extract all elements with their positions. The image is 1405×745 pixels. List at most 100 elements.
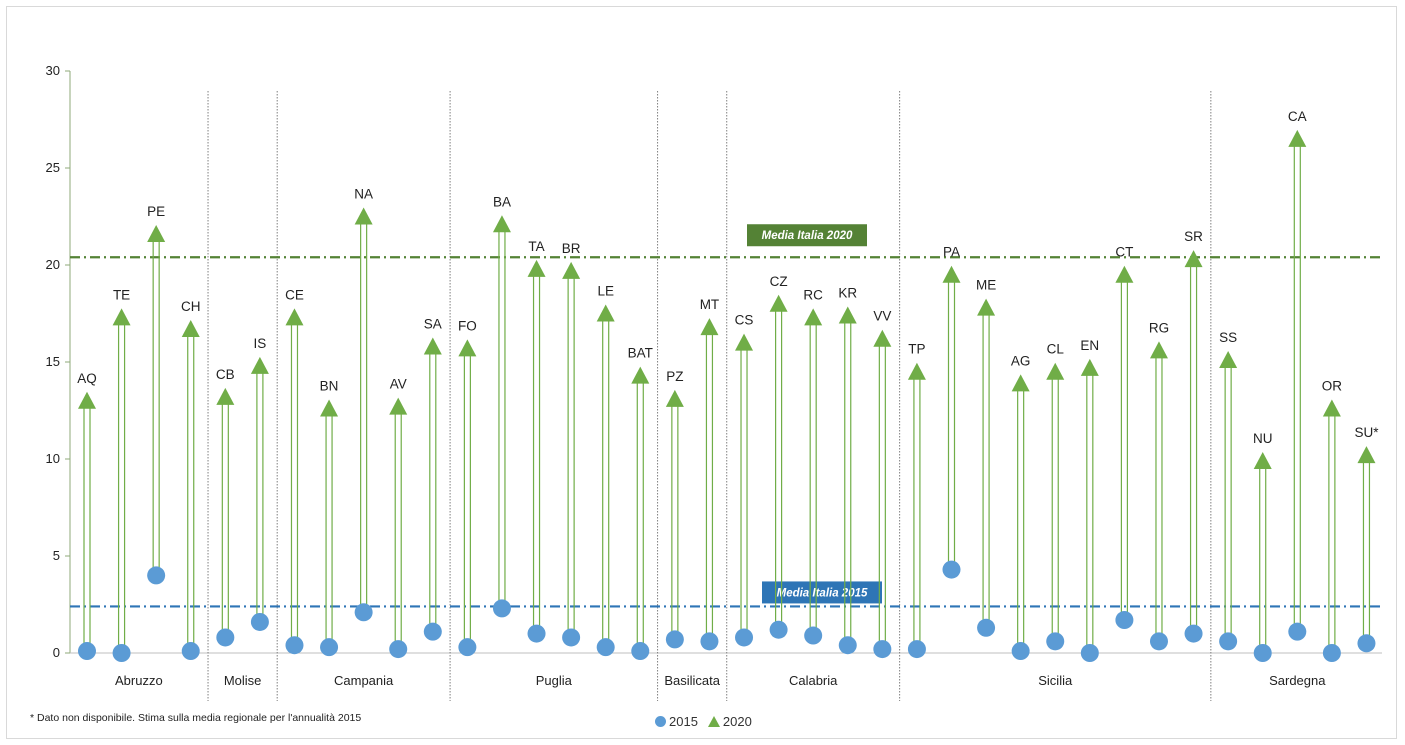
marker-2020 [216,387,235,405]
marker-2020 [1149,341,1168,359]
y-tick-label: 10 [46,451,60,466]
marker-2020 [320,399,339,417]
marker-2015 [492,599,511,618]
y-tick-label: 5 [53,548,60,563]
triangle-marker-icon [707,716,720,727]
marker-2020 [907,362,926,380]
province-label: CH [181,299,201,314]
region-label: Basilicata [664,673,720,688]
marker-2015 [1046,632,1065,651]
marker-2015 [1288,622,1307,641]
marker-2020 [665,389,684,407]
marker-2020 [1253,451,1272,469]
marker-2015 [562,628,581,647]
marker-2020 [389,397,408,415]
marker-2020 [942,265,961,283]
province-label: BN [320,379,339,394]
province-label: CA [1288,109,1307,124]
legend-label-2020: 2020 [722,714,752,729]
province-label: CB [216,367,235,382]
marker-2015 [838,636,857,655]
marker-2015 [942,560,961,579]
marker-2020 [1184,250,1203,268]
marker-2015 [181,642,200,661]
marker-2020 [458,339,477,357]
marker-2015 [735,628,754,647]
legend-item-2020: 2020 [707,714,752,729]
marker-2020 [769,294,788,312]
average-label-box [762,581,882,604]
marker-2020 [1219,351,1238,369]
province-label: OR [1322,379,1343,394]
marker-2020 [1322,399,1341,417]
province-label: RG [1149,320,1169,335]
marker-2015 [1115,611,1134,630]
marker-2020 [423,337,442,355]
province-label: SU* [1354,425,1379,440]
y-tick-label: 20 [46,257,60,272]
marker-2020 [1357,446,1376,464]
chart-frame: 0 5 10 15 20 25 30 Abruzzo Molise Campania Puglia B… [6,6,1397,739]
marker-2015 [285,636,304,655]
province-label: SS [1219,330,1237,345]
marker-2020 [631,366,650,384]
marker-2020 [1046,362,1065,380]
province-label: CZ [770,274,788,289]
average-label-box [747,224,867,247]
marker-2015 [1357,634,1376,653]
marker-2020 [181,320,200,338]
marker-2020 [700,318,719,336]
footnote: * Dato non disponibile. Stima sulla medi… [30,712,362,724]
y-tick-label: 25 [46,160,60,175]
marker-2020 [1080,358,1099,376]
province-label: TA [528,239,544,254]
marker-2020 [354,207,373,225]
marker-2015 [1080,644,1099,662]
y-tick-label: 0 [53,645,60,660]
marker-2015 [1322,644,1341,662]
marker-2015 [78,642,96,661]
region-label: Sardegna [1269,673,1326,688]
marker-2020 [1288,129,1307,147]
marker-2015 [216,628,235,647]
province-label: RC [803,287,823,302]
marker-2015 [1219,632,1238,651]
region-label: Calabria [789,673,838,688]
province-label: KR [838,285,857,300]
marker-2020 [977,298,996,316]
marker-2020 [1115,265,1134,283]
marker-2020 [250,356,269,374]
marker-2015 [596,638,615,657]
province-label: ME [976,278,996,293]
region-label: Campania [334,673,394,688]
marker-2015 [389,640,408,659]
province-label: PZ [666,369,683,384]
marker-2020 [838,306,857,324]
average-label: Media Italia 2015 [777,587,868,599]
marker-2020 [873,329,892,347]
province-label: AG [1011,353,1031,368]
marker-2020 [562,261,581,279]
chart-canvas: 0 5 10 15 20 25 30 Abruzzo Molise Campania Puglia B… [46,63,1382,701]
province-label: LE [597,284,614,299]
legend-item-2015: 2015 [655,714,698,729]
marker-2020 [1011,374,1030,392]
province-label: CS [735,313,754,328]
circle-marker-icon [655,716,666,727]
marker-2020 [492,215,511,233]
marker-2020 [78,391,96,409]
province-label: SA [424,316,442,331]
marker-2015 [1149,632,1168,651]
province-label: NU [1253,431,1273,446]
marker-2015 [907,640,926,659]
marker-2015 [977,618,996,637]
marker-2015 [769,620,788,639]
marker-2020 [112,308,131,326]
marker-2015 [700,632,719,651]
province-label: CE [285,287,304,302]
region-label: Molise [224,673,262,688]
province-label: NA [354,187,373,202]
province-label: CL [1047,342,1065,357]
marker-2015 [458,638,477,657]
province-label: MT [700,297,720,312]
